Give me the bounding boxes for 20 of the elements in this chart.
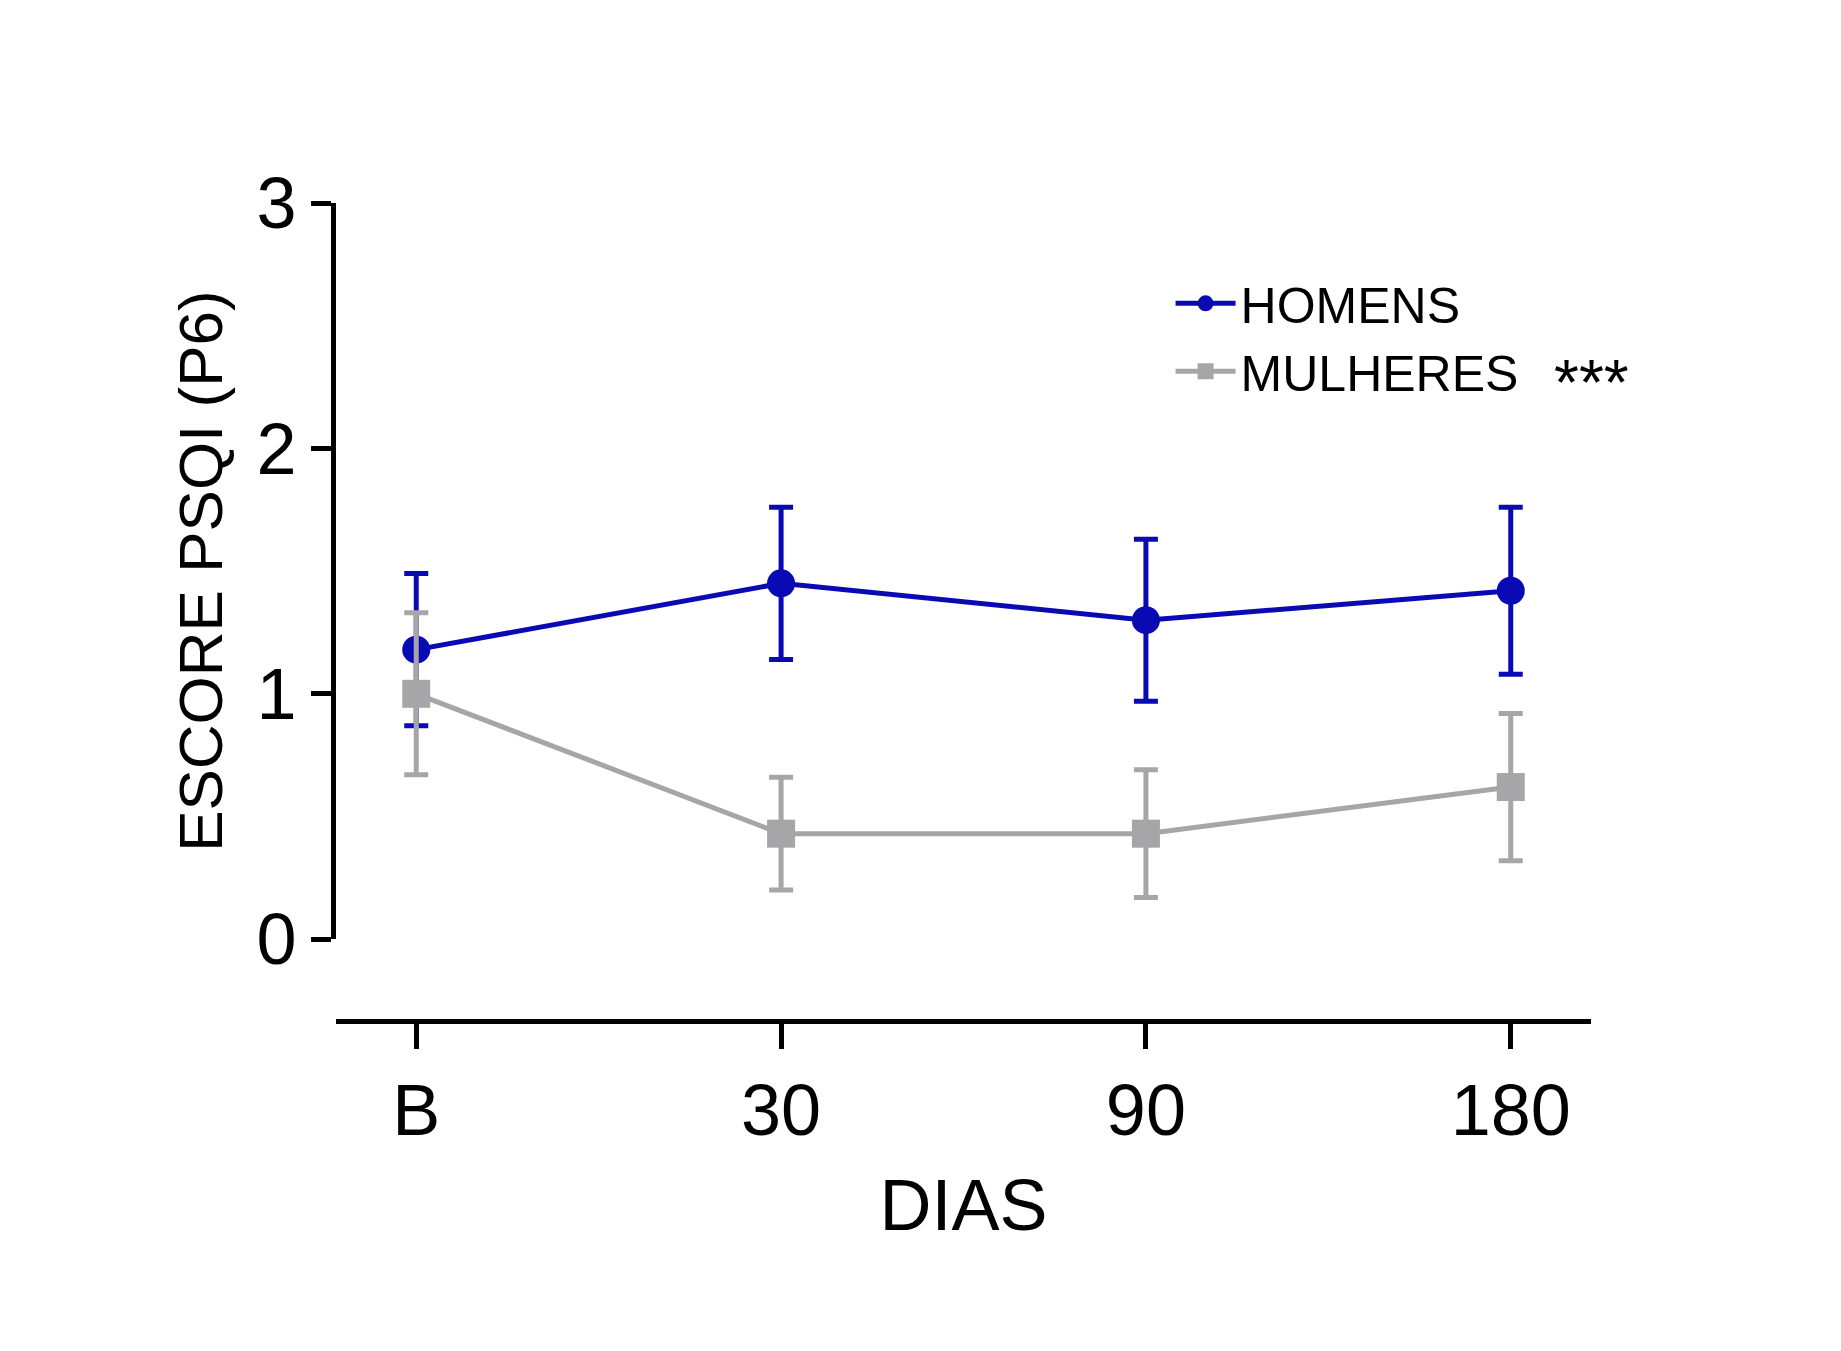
point [1131, 819, 1160, 848]
y-tick-label: 3 [256, 163, 297, 244]
x-tick-label: 90 [1105, 1070, 1186, 1151]
point [402, 679, 431, 708]
y-tick-label: 2 [256, 408, 297, 489]
x-tick-label: 180 [1450, 1070, 1571, 1151]
y-axis-title: ESCORE PSQI (P6) [166, 290, 236, 852]
y-tick-label: 0 [256, 899, 297, 980]
y-tick-label: 1 [256, 654, 297, 734]
point [1496, 773, 1525, 802]
point [1131, 606, 1160, 635]
x-axis-title: DIAS [879, 1165, 1048, 1246]
legend-label: HOMENS [1240, 277, 1461, 334]
legend-label: MULHERES [1240, 345, 1519, 402]
x-tick-label: 30 [741, 1070, 822, 1151]
annotation: *** [1554, 347, 1629, 419]
point [767, 819, 796, 848]
x-tick-label: B [392, 1070, 441, 1151]
point [1496, 576, 1525, 605]
point [767, 569, 796, 598]
